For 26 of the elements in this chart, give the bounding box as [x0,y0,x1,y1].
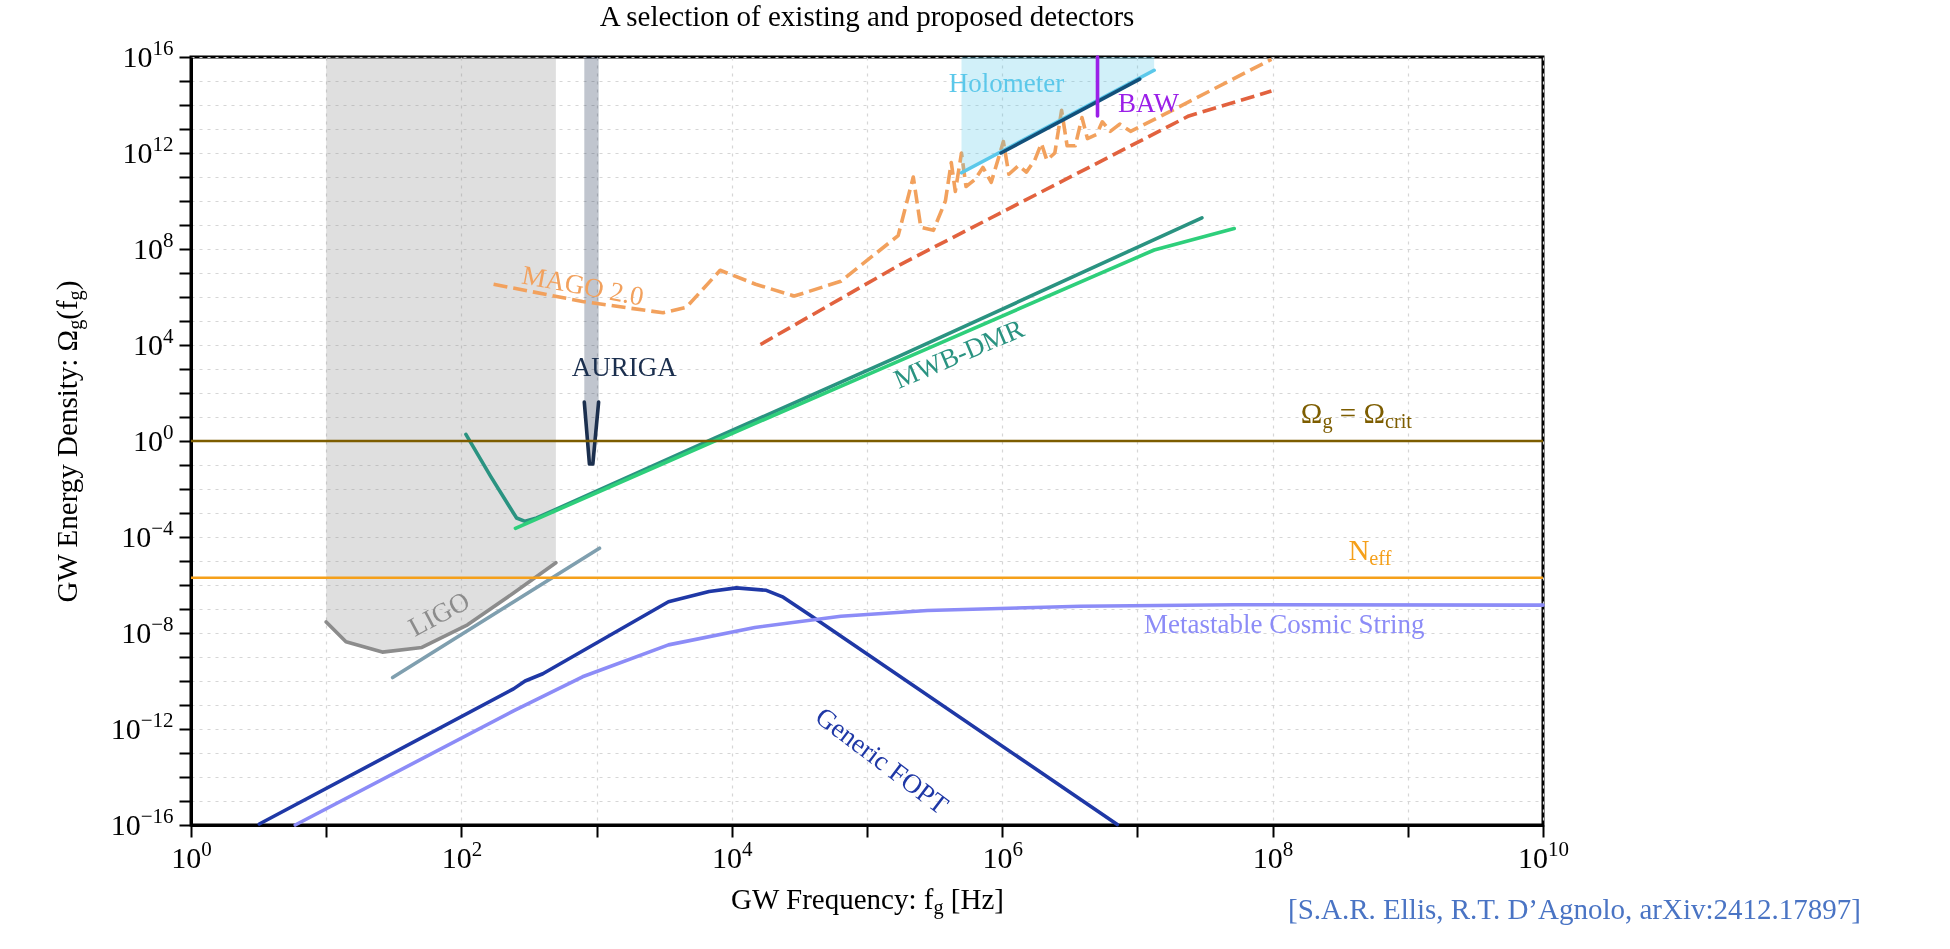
text: LIGO [403,585,475,643]
ref-line-label: Ω$_{g}$ = Ω$_{crit}$ [1300,397,1413,434]
series-label: BAW [1118,88,1180,118]
series-label: Metastable Cosmic String [1143,608,1425,639]
y-tick-label: 10$^{−4}$ [121,515,174,553]
y-tick-label: 10$^{16}$ [122,35,174,73]
y-tick-label: 10$^{−12}$ [110,707,174,745]
x-tick-label: 10$^{2}$ [441,836,483,874]
x-tick-label: 10$^{8}$ [1252,836,1294,874]
x-tick-label: 10$^{6}$ [982,836,1023,874]
x-tick-label: 10$^{10}$ [1518,836,1569,874]
x-tick-label: 10$^{4}$ [712,836,754,874]
series-label: AURIGA [571,352,678,383]
y-tick-label: 10$^{0}$ [133,419,174,457]
y-tick-label: 10$^{4}$ [133,323,174,361]
y-tick-label: 10$^{−8}$ [121,611,174,649]
text: [S.A.R. Ellis, R.T. D’Agnolo, arXiv:2412.17897] [1288,893,1861,926]
text: MAGO 2.0 [519,259,647,312]
y-tick-label: 10$^{12}$ [122,131,174,169]
y-tick-label: 10$^{−16}$ [110,803,174,841]
x-tick-label: 10$^{0}$ [171,836,212,874]
series-label: Holometer [948,67,1065,98]
ref-line-label: N$_{eff}$ [1348,533,1392,569]
y-tick-label: 10$^{8}$ [133,227,174,265]
x-axis-title: GW Frequency: f$_{g}$ [Hz] [731,882,1004,919]
chart-title: A selection of existing and proposed detectors [599,0,1135,32]
